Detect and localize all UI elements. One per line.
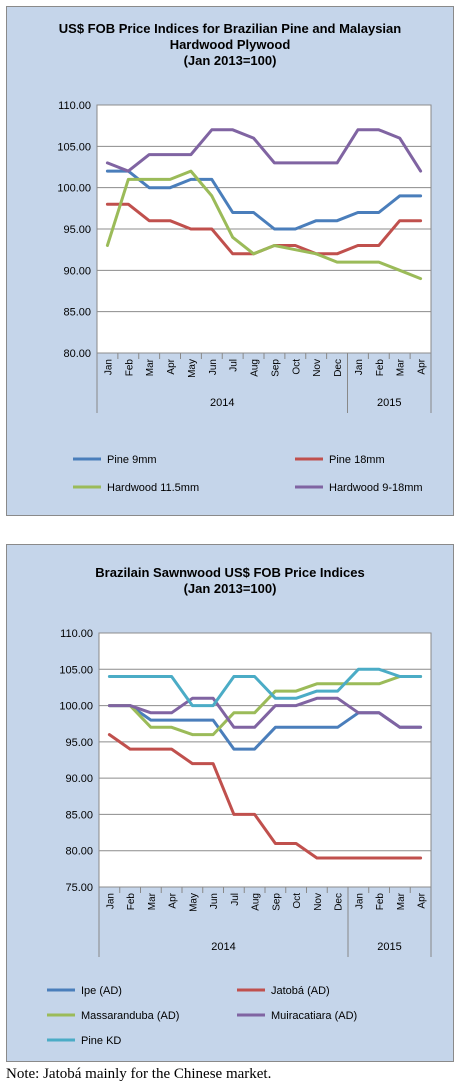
plywood-xtick-label: Nov bbox=[312, 359, 323, 377]
sawnwood-ytick-label: 75.00 bbox=[65, 882, 93, 894]
sawnwood-xtick-label: Jan bbox=[105, 893, 116, 909]
sawnwood-xtick-label: Feb bbox=[126, 893, 137, 911]
plywood-ytick-label: 110.00 bbox=[58, 100, 91, 112]
sawnwood-xtick-label: Dec bbox=[334, 893, 345, 911]
plywood-ytick-label: 105.00 bbox=[57, 141, 91, 153]
plywood-chart-panel: US$ FOB Price Indices for Brazilian Pine… bbox=[6, 6, 454, 516]
sawnwood-legend-label: Massaranduba (AD) bbox=[81, 1010, 179, 1022]
plywood-ytick-label: 95.00 bbox=[63, 224, 91, 236]
plywood-xtick-label: Sep bbox=[270, 359, 281, 377]
plywood-legend-label: Hardwood 9-18mm bbox=[329, 482, 423, 494]
sawnwood-xtick-label: Feb bbox=[375, 893, 386, 911]
plywood-ytick-label: 90.00 bbox=[63, 265, 91, 277]
plywood-xtick-label: Mar bbox=[396, 358, 407, 376]
sawnwood-xtick-label: Mar bbox=[147, 892, 158, 910]
plywood-legend-label: Hardwood 11.5mm bbox=[107, 482, 199, 494]
sawnwood-legend-label: Jatobá (AD) bbox=[271, 985, 330, 997]
sawnwood-legend-label: Muiracatiara (AD) bbox=[271, 1010, 357, 1022]
plywood-series-line-1 bbox=[105, 169, 423, 231]
sawnwood-xtick-label: Apr bbox=[168, 892, 179, 908]
plywood-xtick-label: Apr bbox=[417, 358, 428, 374]
sawnwood-legend-label: Pine KD bbox=[81, 1035, 121, 1047]
sawnwood-xtick-label: Sep bbox=[271, 893, 282, 911]
plywood-ytick-label: 100.00 bbox=[57, 183, 91, 195]
plywood-chart-svg: 80.00 85.00 90.00 95.00 100.00 105.00 110.00 Ja… bbox=[57, 100, 432, 494]
sawnwood-series-line-2 bbox=[107, 733, 423, 860]
sawnwood-ytick-label: 90.00 bbox=[65, 773, 93, 785]
plywood-xtick-label: Oct bbox=[291, 359, 302, 375]
sawnwood-xtick-label: Jan bbox=[354, 893, 365, 909]
plywood-year-label: 2015 bbox=[377, 397, 401, 409]
plywood-xtick-label: Mar bbox=[145, 358, 156, 376]
plywood-xtick-label: Dec bbox=[333, 359, 344, 377]
plywood-xtick-label: Jul bbox=[229, 359, 240, 372]
plywood-legend-label: Pine 9mm bbox=[107, 454, 157, 466]
sawnwood-year-label: 2014 bbox=[211, 941, 235, 953]
plywood-xtick-label: Jan bbox=[354, 359, 365, 375]
sawnwood-chart-panel: Brazilain Sawnwood US$ FOB Price Indices… bbox=[6, 544, 454, 1062]
plywood-xtick-label: Jun bbox=[208, 359, 219, 375]
plywood-series-line-3 bbox=[105, 169, 423, 281]
sawnwood-xtick-label: Oct bbox=[292, 893, 303, 909]
sawnwood-ytick-label: 85.00 bbox=[65, 809, 93, 821]
sawnwood-xtick-label: Apr bbox=[417, 892, 428, 908]
plywood-series-line-4 bbox=[105, 128, 423, 173]
sawnwood-ytick-label: 110.00 bbox=[60, 628, 93, 640]
sawnwood-series-line-5 bbox=[107, 667, 423, 708]
sawnwood-chart-title: Brazilain Sawnwood US$ FOB Price Indices… bbox=[7, 565, 453, 597]
sawnwood-ytick-label: 80.00 bbox=[65, 846, 93, 858]
sawnwood-xtick-label: Nov bbox=[313, 893, 324, 911]
sawnwood-ytick-label: 100.00 bbox=[59, 701, 93, 713]
plywood-title-line-2: Hardwood Plywood bbox=[169, 37, 291, 52]
sawnwood-chart-svg: 75.00 80.00 85.00 90.00 95.00 100.00 105.00 110… bbox=[47, 628, 432, 1047]
plywood-xtick-label: Feb bbox=[375, 359, 386, 377]
sawnwood-xtick-label: Jul bbox=[230, 893, 241, 906]
plywood-xtick-label: Aug bbox=[250, 359, 261, 377]
plywood-title-line-3: (Jan 2013=100) bbox=[183, 53, 277, 68]
sawnwood-ytick-label: 105.00 bbox=[59, 664, 93, 676]
sawnwood-series-line-3 bbox=[107, 675, 423, 737]
sawnwood-xtick-label: May bbox=[188, 893, 199, 912]
plywood-legend-label: Pine 18mm bbox=[329, 454, 385, 466]
sawnwood-xtick-label: Aug bbox=[251, 893, 262, 911]
plywood-xtick-label: Feb bbox=[124, 359, 135, 377]
plywood-ytick-label: 80.00 bbox=[63, 348, 91, 360]
plywood-chart-title: US$ FOB Price Indices for Brazilian Pine… bbox=[7, 21, 453, 69]
sawnwood-series-line-4 bbox=[107, 696, 423, 729]
plywood-xtick-label: May bbox=[187, 359, 198, 378]
sawnwood-xtick-label: Mar bbox=[396, 892, 407, 910]
sawnwood-title-line-2: (Jan 2013=100) bbox=[183, 581, 277, 596]
sawnwood-legend-label: Ipe (AD) bbox=[81, 985, 122, 997]
plywood-year-label: 2014 bbox=[210, 397, 234, 409]
sawnwood-xtick-label: Jun bbox=[209, 893, 220, 909]
sawnwood-title-line-1: Brazilain Sawnwood US$ FOB Price Indices bbox=[95, 565, 365, 580]
sawnwood-year-label: 2015 bbox=[377, 941, 401, 953]
plywood-xtick-label: Jan bbox=[103, 359, 114, 375]
plywood-xtick-label: Apr bbox=[166, 358, 177, 374]
plywood-ytick-label: 85.00 bbox=[63, 307, 91, 319]
plywood-title-line-1: US$ FOB Price Indices for Brazilian Pine… bbox=[58, 21, 402, 36]
sawnwood-ytick-label: 95.00 bbox=[65, 737, 93, 749]
footnote: Note: Jatobá mainly for the Chinese mark… bbox=[6, 1066, 272, 1082]
